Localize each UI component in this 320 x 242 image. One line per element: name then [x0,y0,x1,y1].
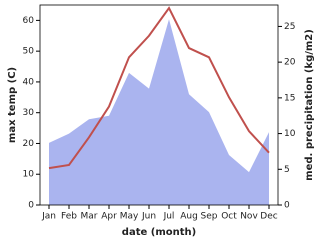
x-tick-label: Apr [101,212,117,222]
y-tick-label: 60 [23,16,35,26]
x-tick-label: Oct [221,212,237,222]
plot-frame [39,4,279,206]
temp-line [48,6,270,170]
x-tick-label: Feb [61,212,77,222]
precip-area [49,19,269,205]
y2-tick-label: 20 [284,58,296,68]
y2-tick-label: 15 [284,93,295,103]
y-tick-label: 40 [23,77,35,87]
y2-tick-label: 10 [284,129,296,139]
y2-tick-label: 5 [284,165,290,175]
x-tick-label: Jun [141,212,156,222]
y-axis-label: max temp (C) [7,67,18,143]
x-tick-label: Aug [180,212,198,222]
y-tick-label: 30 [23,108,35,118]
y2-tick-label: 25 [284,22,295,32]
x-tick-label: Nov [240,212,258,222]
x-axis-label: date (month) [122,227,196,238]
x-tick-label: Jul [163,212,175,222]
y-tick-label: 0 [28,201,34,211]
y-tick-label: 50 [23,47,35,57]
y-tick-label: 10 [23,170,35,180]
x-tick-label: Dec [260,212,277,222]
x-tick-label: Mar [81,212,98,222]
y2-axis-label: med. precipitation (kg/m2) [304,29,315,181]
y2-tick-label: 0 [284,201,290,211]
x-tick-label: Jan [41,212,56,222]
x-tick-label: May [120,212,139,222]
x-tick-label: Sep [201,212,218,222]
y-tick-label: 20 [23,139,35,149]
